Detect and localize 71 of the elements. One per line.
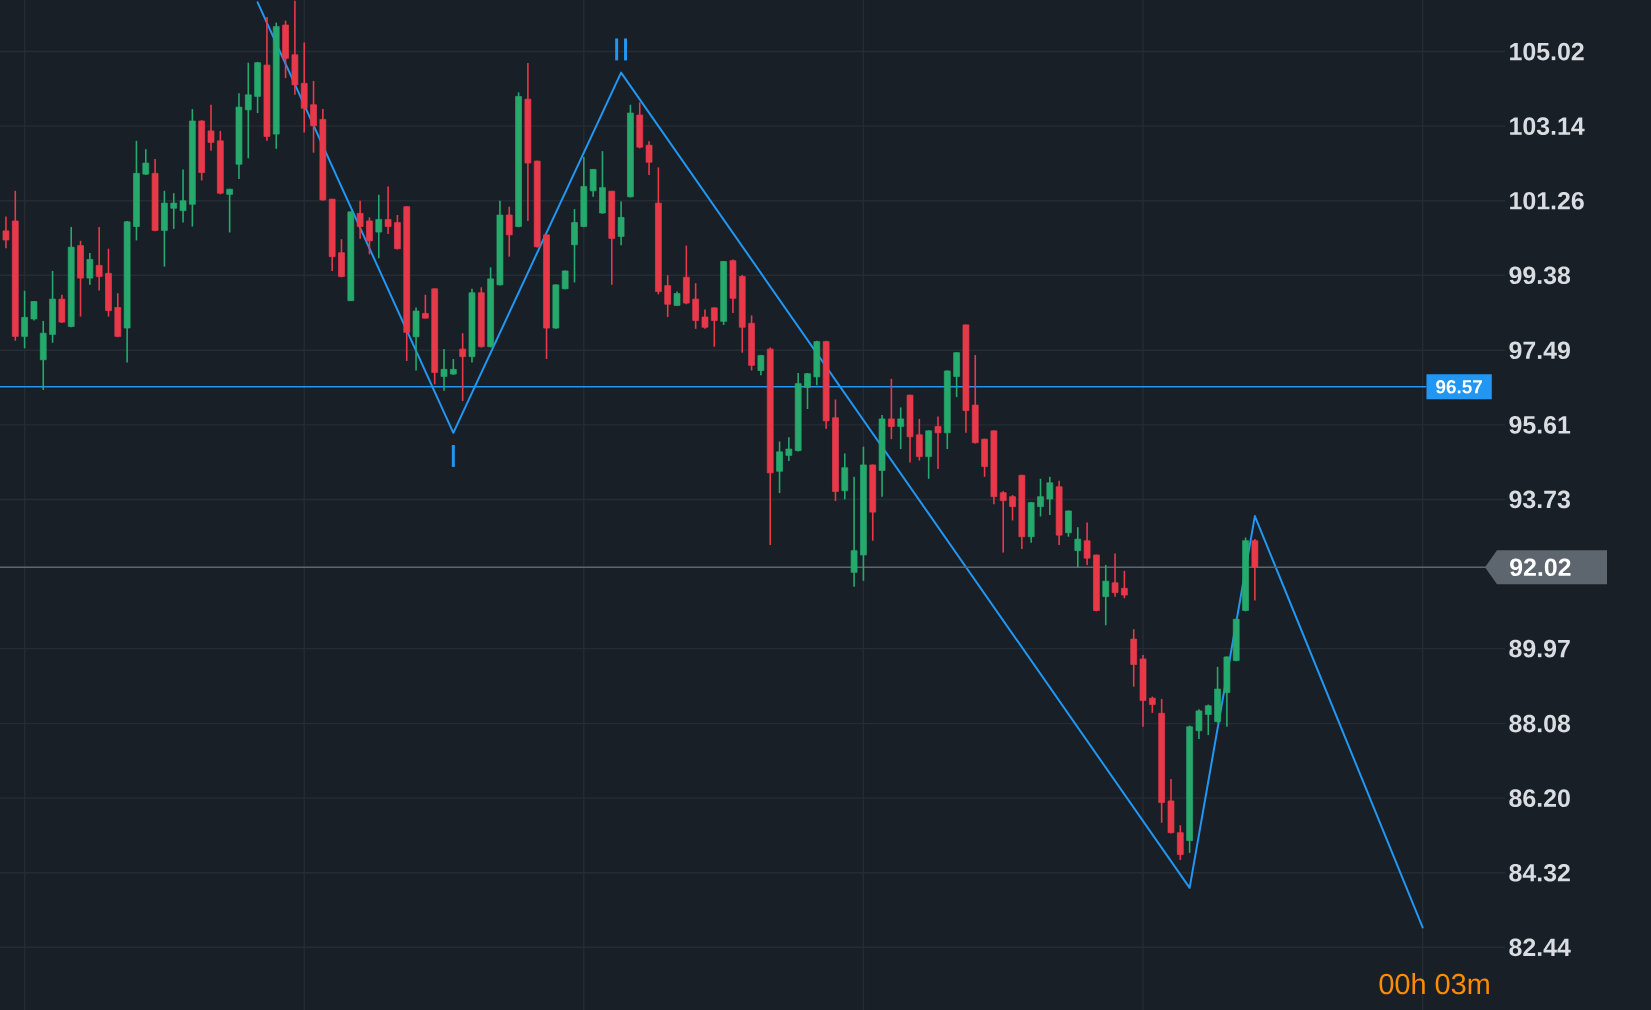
ref-line-label: 92.02 [1510,558,1571,577]
candlestick [841,452,849,501]
candlestick [95,226,103,292]
candlestick [1176,824,1184,861]
y-tick-label: 89.97 [1509,639,1570,658]
candlestick [710,306,718,348]
y-tick-label: 95.61 [1509,416,1571,434]
candlestick [850,476,858,588]
candlestick [1204,703,1212,736]
candlestick [953,351,960,398]
candlestick [1121,570,1128,600]
candlestick [366,216,373,256]
ref-line-label: 96.57 [1436,380,1482,394]
candlestick [888,378,895,440]
annotation: II [615,38,628,61]
y-tick-label: 99.38 [1509,266,1571,285]
candlestick [58,293,66,324]
candlestick [934,415,942,470]
candlestick [776,440,783,494]
y-tick-label: 105.02 [1510,42,1584,61]
y-tick-label: 103.14 [1510,117,1585,135]
candlestick [1037,478,1044,518]
y-tick-label: 93.73 [1509,490,1570,509]
candlestick [571,208,578,284]
candlestick [1083,521,1091,566]
candlestick [617,200,625,246]
candlestick [422,293,429,320]
candlestick [310,80,317,154]
candlestick [356,199,364,240]
y-tick-label: 86.20 [1509,789,1570,807]
candlestick [179,168,187,224]
candlestick [1195,708,1203,740]
candlestick [701,308,709,330]
candlestick [1065,509,1072,538]
candlestick [338,238,345,279]
candlestick [804,372,811,410]
candlestick [1111,552,1119,598]
annotation: I [451,445,455,467]
candlestick [142,148,150,176]
y-tick-label: 88.08 [1509,714,1571,733]
candlestick [2,215,10,250]
y-tick-label: 97.49 [1509,341,1570,360]
candlestick [645,140,653,176]
candlestick [30,300,38,322]
annotation: 00h 03m [1379,973,1489,995]
candlestick [916,418,923,462]
candlestick [1046,476,1054,516]
candlestick [440,348,448,392]
candlestick [384,185,392,235]
candlestick [589,168,597,198]
candlestick [999,490,1007,554]
candlestick [1102,564,1110,626]
candlestick [170,192,178,230]
y-tick-label: 82.44 [1509,938,1571,957]
candlestick [897,406,905,450]
candlestick [86,252,94,286]
candlestick [375,193,383,260]
candlestick [757,354,765,377]
candlestick [664,274,672,318]
candlestick [21,289,28,350]
candlestick [1009,494,1016,522]
candlestick [244,61,252,160]
candlestick [226,188,233,234]
y-tick-label: 84.32 [1509,863,1570,882]
candlestick [1074,526,1082,569]
candlestick [459,332,466,402]
candlestick [207,103,215,152]
candlestick [505,205,513,258]
y-tick-label: 101.26 [1510,191,1584,210]
candlestick [692,282,699,330]
candlestick [785,436,793,462]
